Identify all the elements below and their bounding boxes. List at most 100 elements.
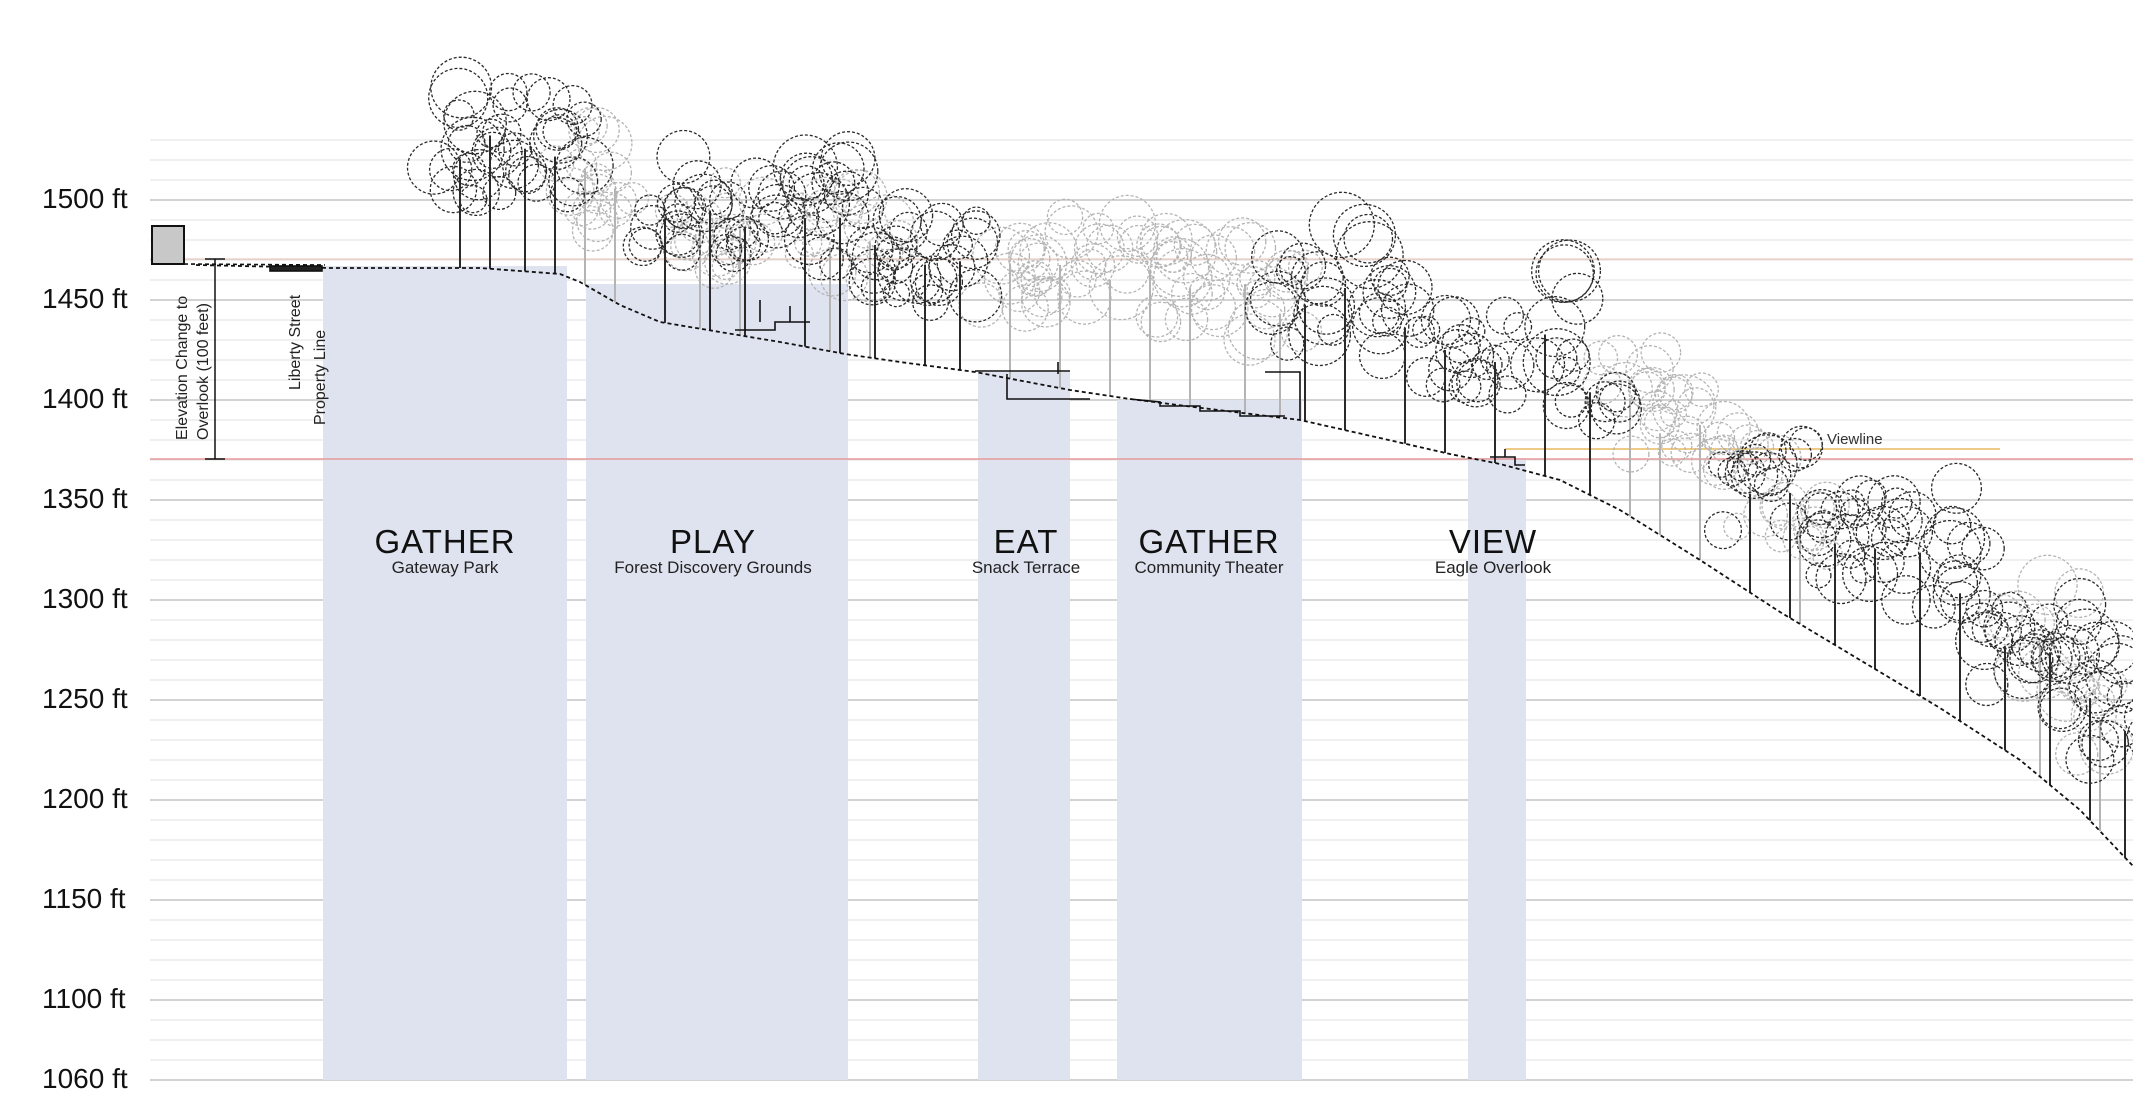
tree-foliage: [428, 147, 473, 192]
tree-foliage: [572, 190, 612, 230]
foreground-tree: [655, 129, 759, 331]
tree-foliage: [928, 244, 976, 292]
tree-foliage: [2032, 638, 2073, 679]
tree-foliage: [492, 87, 528, 123]
tree-foliage: [1556, 338, 1590, 372]
tree-foliage: [1806, 510, 1841, 544]
tree-foliage: [2084, 642, 2133, 707]
elevation-label-1250: 1250 ft: [42, 683, 128, 714]
tree-foliage: [1881, 487, 1913, 519]
tree-foliage: [1749, 432, 1787, 470]
foreground-tree: [1448, 296, 1533, 463]
tree-foliage: [512, 73, 551, 112]
tree-foliage: [2030, 632, 2081, 683]
tree-foliage: [1152, 218, 1218, 284]
tree-foliage: [876, 220, 919, 262]
tree-foliage: [452, 148, 505, 201]
tree-foliage: [517, 163, 556, 202]
tree-foliage: [1598, 380, 1641, 423]
tree-foliage: [782, 156, 840, 214]
tree-foliage: [1984, 611, 2022, 650]
tree-foliage: [1140, 225, 1182, 268]
tree-foliage: [476, 118, 506, 149]
tree-foliage: [459, 184, 488, 214]
tree-foliage: [1726, 450, 1759, 482]
tree-foliage: [2066, 674, 2101, 708]
tree-foliage: [2055, 654, 2101, 700]
tree-foliage: [694, 249, 734, 289]
tree-foliage: [1881, 575, 1931, 625]
tree-foliage: [1070, 243, 1116, 288]
tree-foliage: [1451, 358, 1501, 408]
tree-foliage: [820, 131, 876, 186]
zone-subtitle-gateway-park: Gateway Park: [392, 558, 499, 577]
tree-foliage: [1724, 452, 1766, 494]
tree-foliage: [447, 124, 486, 163]
tree-foliage: [1485, 296, 1524, 335]
tree-foliage: [1811, 538, 1843, 570]
tree-foliage: [1855, 479, 1887, 512]
foreground-tree: [1703, 443, 1792, 593]
site-structures: [151, 225, 1525, 466]
tree-foliage: [555, 136, 614, 195]
tree-foliage: [882, 279, 911, 308]
tree-foliage: [1988, 590, 2046, 649]
tree-foliage: [1769, 502, 1808, 541]
tree-foliage: [577, 115, 633, 172]
elevation-label-1100: 1100 ft: [42, 983, 126, 1014]
foreground-trees: [406, 56, 2133, 858]
zone-subtitle-snack-terrace: Snack Terrace: [972, 558, 1080, 577]
tree-foliage: [443, 99, 475, 131]
tree-foliage: [697, 179, 733, 215]
foreground-tree: [1405, 294, 1482, 453]
background-tree: [1612, 367, 1694, 535]
tree-foliage: [628, 227, 663, 262]
tree-foliage: [1643, 406, 1676, 439]
tree-foliage: [709, 167, 741, 199]
tree-foliage: [1190, 234, 1238, 282]
zone-title-snack-terrace: EAT: [994, 523, 1059, 560]
tree-foliage: [1747, 452, 1792, 497]
foreground-tree: [1911, 519, 2014, 721]
tree-foliage: [1625, 345, 1674, 394]
tree-foliage: [1940, 580, 1981, 622]
tree-foliage: [1488, 375, 1527, 414]
tree-foliage: [2072, 621, 2120, 669]
tree-foliage: [526, 77, 571, 122]
zone-title-forest-discovery: PLAY: [670, 523, 756, 560]
background-tree: [1088, 194, 1218, 402]
tree-foliage: [576, 199, 619, 243]
tree-foliage: [1251, 230, 1305, 284]
tree-foliage: [1691, 437, 1740, 486]
tree-foliage: [1287, 249, 1323, 285]
tree-foliage: [958, 282, 1004, 328]
tree-foliage: [1276, 250, 1310, 284]
zone-subtitle-community-theater: Community Theater: [1135, 558, 1284, 577]
tree-foliage: [1965, 662, 2009, 707]
tree-foliage: [2036, 662, 2096, 722]
tree-foliage: [615, 182, 649, 216]
tree-foliage: [573, 106, 620, 154]
tree-foliage: [2085, 620, 2133, 675]
elevation-label-1200: 1200 ft: [42, 783, 128, 814]
tree-foliage: [715, 236, 752, 273]
zone-band-forest-discovery: [586, 284, 848, 1080]
tree-foliage: [1796, 488, 1846, 539]
tree-foliage: [1930, 462, 1983, 514]
tree-foliage: [1961, 602, 2003, 643]
tree-foliage: [1578, 402, 1616, 440]
tree-foliage: [1425, 367, 1461, 403]
tree-foliage: [430, 56, 493, 119]
tree-foliage: [440, 116, 505, 182]
tree-foliage: [1597, 361, 1653, 418]
tree-foliage: [772, 134, 839, 200]
tree-foliage: [841, 186, 885, 230]
zone-subtitle-forest-discovery: Forest Discovery Grounds: [614, 558, 811, 577]
tree-foliage: [663, 186, 707, 230]
theater-steps: [1129, 371, 1301, 420]
foreground-tree: [1796, 488, 1877, 645]
tree-foliage: [788, 165, 825, 202]
tree-foliage: [1428, 296, 1480, 348]
tree-foliage: [1164, 297, 1209, 342]
tree-foliage: [443, 90, 507, 155]
